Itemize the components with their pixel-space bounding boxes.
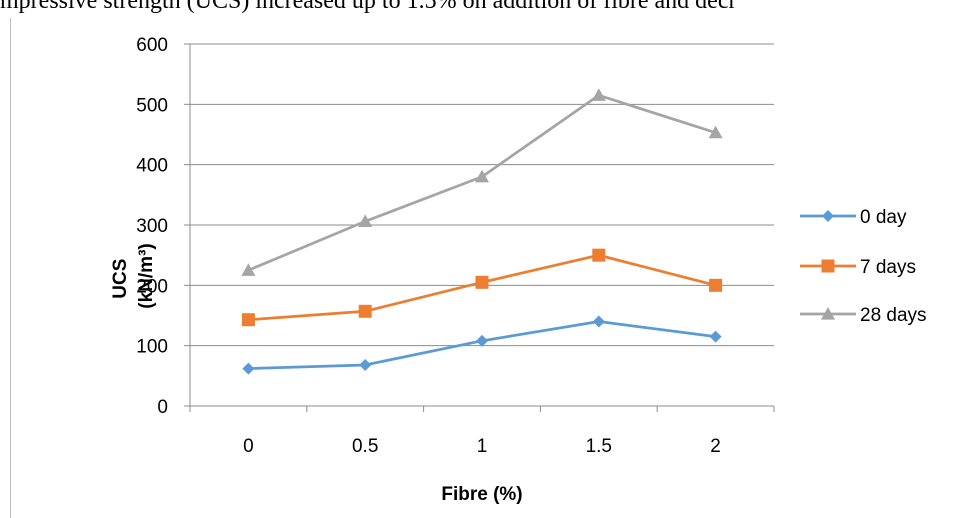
legend-item: 7 days [800,257,916,278]
data-point [242,362,255,375]
legend-marker [822,210,834,222]
data-point [592,315,605,328]
data-point [358,304,372,318]
y-tick-label: 200 [136,276,168,297]
x-axis-title: Fibre (%) [441,484,522,505]
y-tick-label: 0 [157,397,168,418]
x-tick-label: 0 [243,436,254,457]
data-point [359,358,372,371]
data-point [241,263,256,276]
series-1 [241,248,723,327]
legend-marker [821,307,835,320]
gridlines [190,43,774,347]
series-line [247,93,717,272]
legend-item: 0 day [800,207,907,228]
axes [184,43,775,412]
x-tick-label: 1.5 [586,436,612,457]
x-tick-label: 1 [477,436,488,457]
y-tick-label: 300 [136,216,168,237]
series-2 [241,88,723,276]
y-tick-label: 500 [136,95,168,116]
legend: 0 day 7 days 28 days [800,207,927,326]
series-layer [241,88,723,375]
x-tick-label: 2 [710,436,721,457]
data-point [476,334,488,347]
data-point [709,330,722,343]
y-axis-title-line-2: (kN/m³) [136,243,157,308]
data-point [358,214,373,227]
data-point [709,278,723,292]
data-point [708,125,723,139]
legend-label: 7 days [860,257,916,278]
y-tick-label: 600 [136,35,168,56]
legend-label: 28 days [860,305,927,326]
data-point [591,88,606,101]
data-point [475,275,489,289]
y-tick-label: 400 [136,156,168,177]
data-point [592,248,606,262]
y-axis-title-line-1: UCS [110,259,131,299]
y-tick-label: 100 [136,337,168,358]
data-point [241,313,255,327]
x-tick-label: 0.5 [352,436,378,457]
header-text: mpressive strength (UCS) increased up to… [0,0,737,14]
series-0 [242,315,722,375]
legend-label: 0 day [860,207,907,228]
y-axis-title: UCS (kN/m³) [110,243,157,308]
tick-labels: 0 100 200 300 400 500 600 0 0.5 1 1.5 2 [136,35,721,457]
data-point [475,169,489,183]
frame-border [10,18,11,518]
legend-marker [821,259,835,273]
legend-item: 28 days [800,305,927,326]
